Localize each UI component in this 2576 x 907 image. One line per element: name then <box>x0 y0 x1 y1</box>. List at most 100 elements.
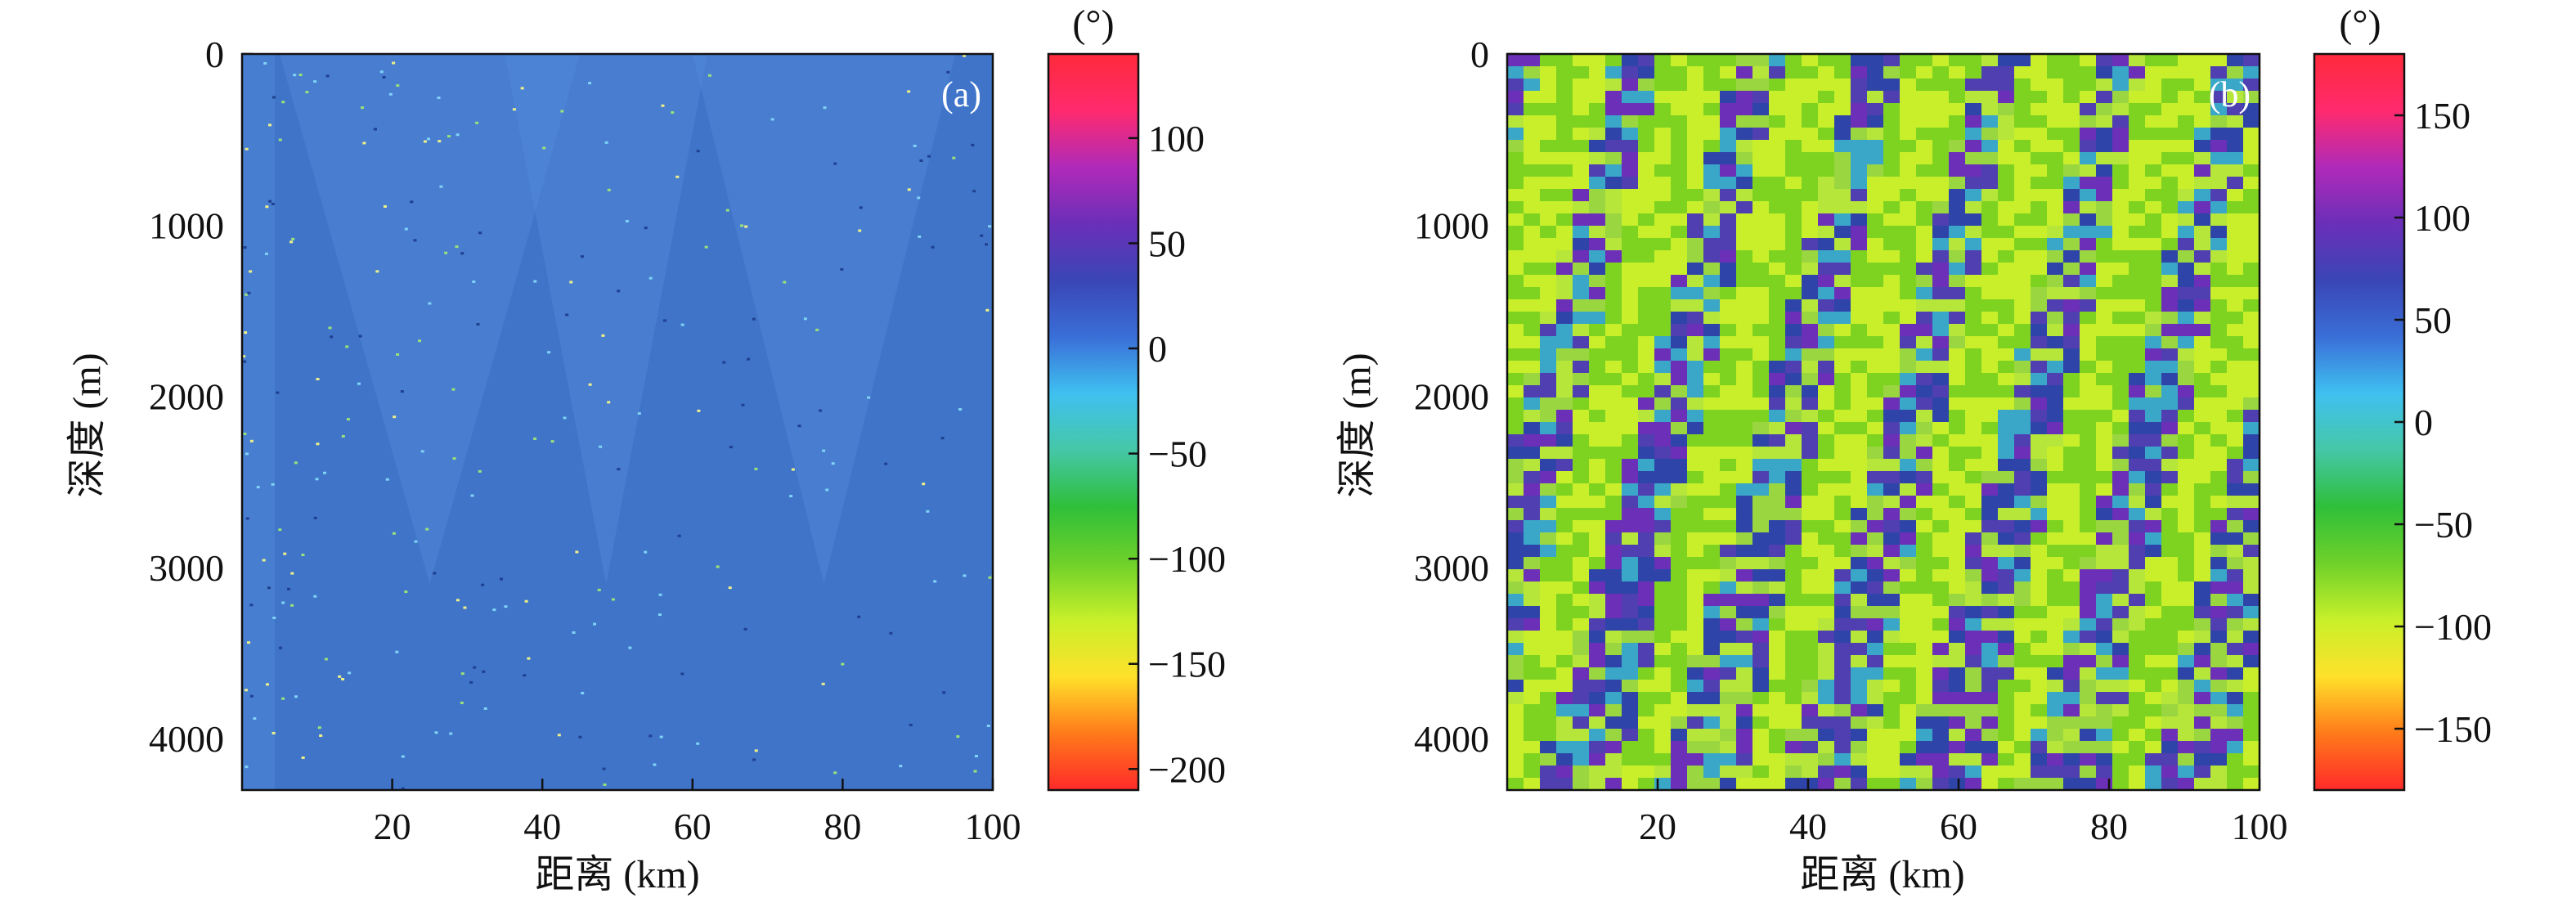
heatmap-cell <box>1720 631 1736 643</box>
heatmap-cell <box>2227 324 2243 336</box>
heatmap-cell <box>1867 336 1883 348</box>
heatmap-cell <box>2014 631 2031 643</box>
heatmap-cell <box>1818 275 1834 287</box>
heatmap-speck <box>291 237 295 240</box>
heatmap-cell <box>1638 115 1654 128</box>
heatmap-cell <box>1556 447 1573 459</box>
heatmap-cell <box>1556 91 1573 103</box>
heatmap-cell <box>2210 753 2227 766</box>
heatmap-cell <box>1507 483 1524 496</box>
heatmap-speck <box>644 227 648 230</box>
heatmap-cell <box>1654 447 1671 459</box>
heatmap-cell <box>2178 581 2194 594</box>
heatmap-cell <box>1671 483 1687 496</box>
heatmap-speck <box>599 445 603 448</box>
heatmap-cell <box>2080 54 2096 66</box>
heatmap-cell <box>2031 655 2047 667</box>
heatmap-cell <box>1524 716 1540 729</box>
heatmap-cell <box>1883 103 1900 115</box>
heatmap-cell <box>1981 753 1998 766</box>
heatmap-cell <box>2080 545 2096 557</box>
heatmap-cell <box>2063 91 2080 103</box>
heatmap-cell <box>2161 361 2178 373</box>
heatmap-cell <box>2194 373 2210 385</box>
heatmap-cell <box>2031 275 2047 287</box>
heatmap-cell <box>1965 103 1981 115</box>
heatmap-cell <box>1752 361 1769 373</box>
heatmap-cell <box>2047 557 2063 569</box>
heatmap-cell <box>2080 410 2096 422</box>
heatmap-cell <box>1589 581 1605 594</box>
heatmap-cell <box>1654 766 1671 778</box>
heatmap-cell <box>1851 140 1867 152</box>
heatmap-cell <box>1687 263 1703 275</box>
heatmap-cell <box>2243 152 2260 164</box>
heatmap-cell <box>1916 704 1932 716</box>
heatmap-cell <box>1981 128 1998 140</box>
heatmap-cell <box>1507 226 1524 238</box>
heatmap-cell <box>1638 778 1654 790</box>
heatmap-cell <box>1638 753 1654 766</box>
heatmap-speck <box>919 159 923 162</box>
heatmap-cell <box>1965 361 1981 373</box>
heatmap-speck <box>475 121 479 124</box>
heatmap-cell <box>1524 422 1540 434</box>
heatmap-cell <box>1900 606 1916 618</box>
heatmap-cell <box>1605 680 1622 692</box>
heatmap-speck <box>286 587 290 590</box>
heatmap-cell <box>1720 189 1736 201</box>
heatmap-cell <box>1622 213 1638 226</box>
heatmap-cell <box>2047 177 2063 189</box>
heatmap-cell <box>2047 189 2063 201</box>
heatmap-cell <box>1507 164 1524 177</box>
heatmap-cell <box>1703 299 1720 312</box>
heatmap-cell <box>1622 299 1638 312</box>
heatmap-speck <box>815 328 819 331</box>
heatmap-cell <box>2210 79 2227 91</box>
heatmap-cell <box>1900 397 1916 410</box>
heatmap-cell <box>1524 471 1540 483</box>
heatmap-cell <box>2063 729 2080 741</box>
heatmap-cell <box>2112 680 2129 692</box>
heatmap-cell <box>1949 434 1965 447</box>
heatmap-cell <box>2178 631 2194 643</box>
heatmap-cell <box>1671 581 1687 594</box>
heatmap-cell <box>1785 348 1802 361</box>
heatmap-cell <box>1573 128 1589 140</box>
heatmap-cell <box>1507 385 1524 397</box>
heatmap-cell <box>2145 250 2161 263</box>
heatmap-cell <box>1965 778 1981 790</box>
heatmap-cell <box>2178 459 2194 471</box>
heatmap-cell <box>1883 557 1900 569</box>
heatmap-cell <box>1540 434 1556 447</box>
heatmap-speck <box>319 734 323 737</box>
heatmap-speck <box>542 146 546 150</box>
heatmap-cell <box>1736 655 1752 667</box>
heatmap-speck <box>243 246 247 249</box>
heatmap-cell <box>1638 226 1654 238</box>
heatmap-cell <box>1589 631 1605 643</box>
heatmap-cell <box>1949 213 1965 226</box>
heatmap-cell <box>1867 594 1883 606</box>
heatmap-cell <box>1851 434 1867 447</box>
heatmap-cell <box>1524 189 1540 201</box>
heatmap-cell <box>2243 385 2260 397</box>
heatmap-speck <box>451 388 456 391</box>
heatmap-cell <box>1671 275 1687 287</box>
heatmap-cell <box>2112 287 2129 299</box>
heatmap-cell <box>2194 66 2210 79</box>
heatmap-cell <box>1736 385 1752 397</box>
heatmap-cell <box>1720 263 1736 275</box>
heatmap-cell <box>2047 238 2063 250</box>
heatmap-cell <box>2243 643 2260 655</box>
x-tick-label: 40 <box>1789 806 1827 847</box>
heatmap-cell <box>2243 66 2260 79</box>
heatmap-cell <box>1556 287 1573 299</box>
heatmap-cell <box>1605 361 1622 373</box>
heatmap-cell <box>1703 324 1720 336</box>
heatmap-cell <box>1883 128 1900 140</box>
heatmap-cell <box>2063 312 2080 324</box>
heatmap-cell <box>1998 140 2014 152</box>
heatmap-cell <box>2243 201 2260 213</box>
heatmap-cell <box>1703 692 1720 704</box>
